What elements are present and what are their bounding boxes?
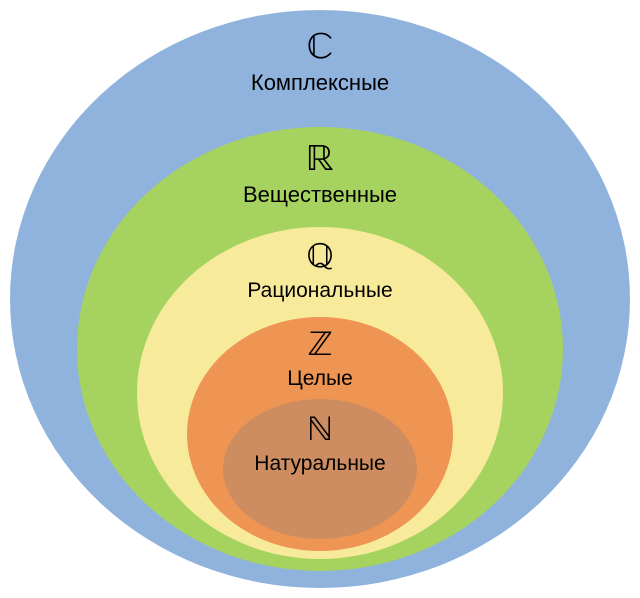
set-symbol-real: ℝ (243, 142, 397, 180)
set-label-complex: ℂКомплексные (251, 30, 389, 96)
set-symbol-natural: ℕ (254, 413, 385, 449)
set-label-integer: ℤЦелые (287, 328, 353, 391)
set-name-natural: Натуральные (254, 451, 385, 476)
set-name-integer: Целые (287, 366, 353, 391)
set-name-real: Вещественные (243, 182, 397, 208)
set-label-natural: ℕНатуральные (254, 413, 385, 476)
set-symbol-integer: ℤ (287, 328, 353, 364)
set-name-rational: Рациональные (247, 278, 392, 303)
set-name-complex: Комплексные (251, 70, 389, 96)
set-label-real: ℝВещественные (243, 142, 397, 208)
set-symbol-rational: ℚ (247, 240, 392, 276)
set-symbol-complex: ℂ (251, 30, 389, 68)
set-label-rational: ℚРациональные (247, 240, 392, 303)
